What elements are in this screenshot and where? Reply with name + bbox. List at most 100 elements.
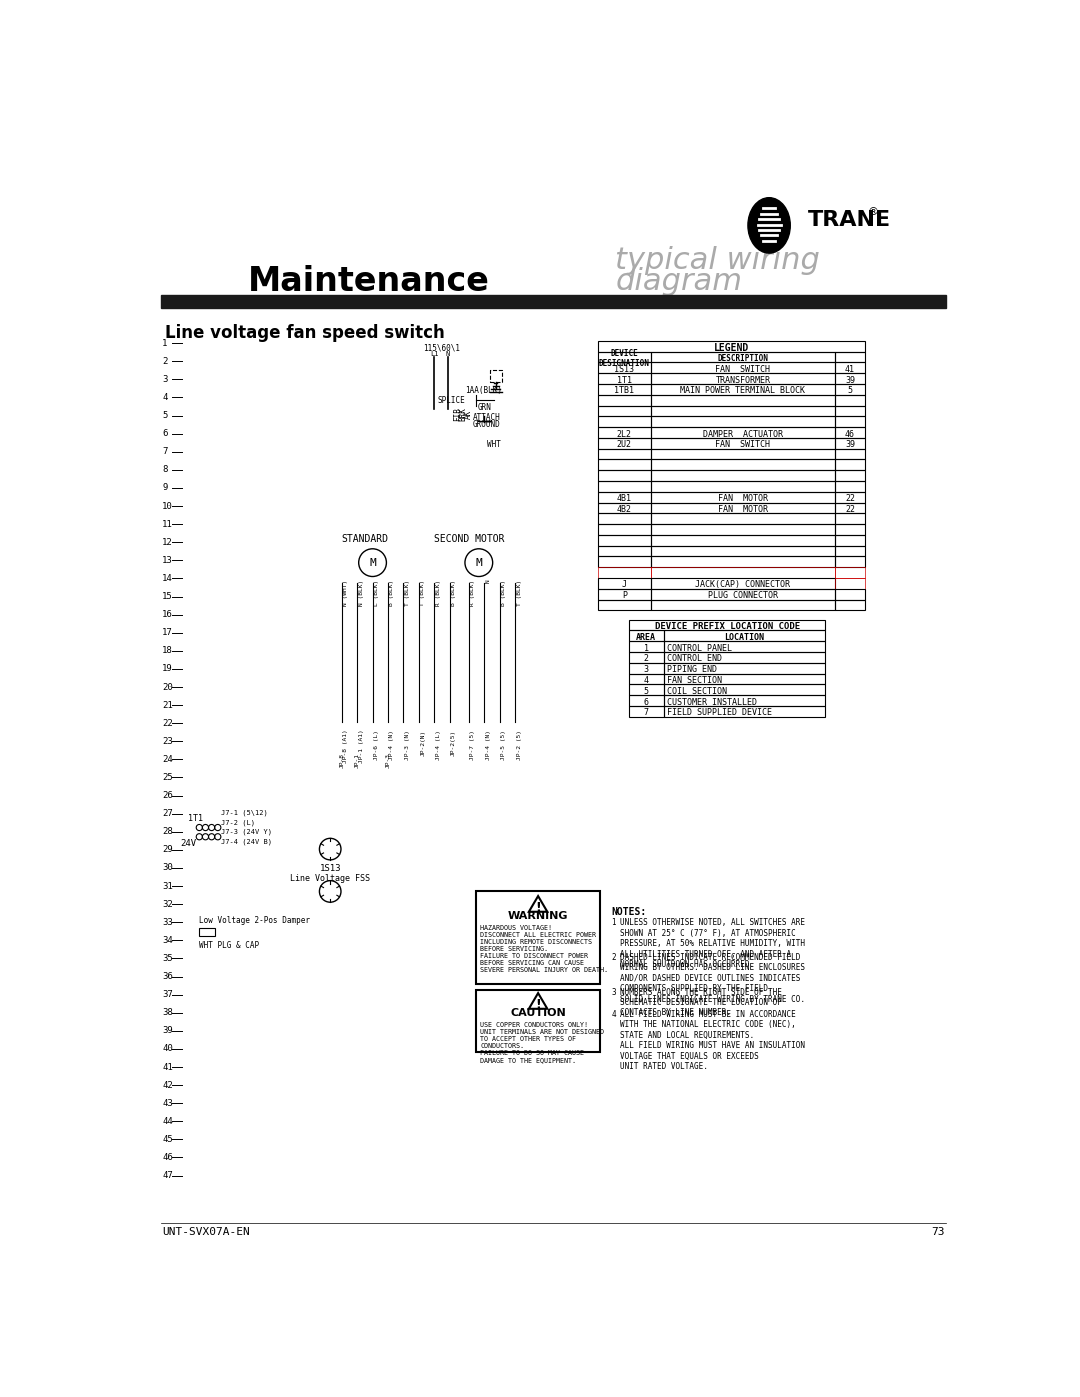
- Text: N: N: [446, 351, 450, 358]
- Text: 2L2: 2L2: [617, 429, 632, 439]
- Bar: [598, 599, 650, 610]
- Text: 28: 28: [162, 827, 173, 837]
- Text: 2U2: 2U2: [617, 440, 632, 450]
- Bar: [650, 599, 835, 610]
- Text: DEVICE PREFIX LOCATION CODE: DEVICE PREFIX LOCATION CODE: [654, 622, 799, 631]
- Text: FAN  MOTOR: FAN MOTOR: [718, 495, 768, 503]
- Text: 3: 3: [644, 665, 649, 675]
- Text: L1: L1: [430, 351, 438, 358]
- Bar: [200, 929, 215, 936]
- Text: COIL SECTION: COIL SECTION: [667, 687, 728, 696]
- Text: BRK: BRK: [459, 407, 468, 420]
- Text: 1: 1: [162, 338, 167, 348]
- Bar: [835, 352, 865, 362]
- Text: JP-2(N): JP-2(N): [420, 729, 426, 756]
- Bar: [650, 546, 835, 556]
- Text: N (BLK): N (BLK): [359, 580, 364, 606]
- Text: 18: 18: [162, 647, 173, 655]
- Bar: [650, 416, 835, 427]
- Text: 7: 7: [644, 708, 649, 717]
- Text: 1AA(BLK): 1AA(BLK): [465, 387, 502, 395]
- Text: T (BLK): T (BLK): [516, 580, 522, 606]
- Text: 20: 20: [162, 683, 173, 692]
- Text: 1S13: 1S13: [320, 863, 341, 873]
- Text: STANDARD: STANDARD: [341, 534, 389, 543]
- Text: Line voltage fan speed switch: Line voltage fan speed switch: [164, 324, 444, 342]
- Text: DEVICE
DESIGNATION: DEVICE DESIGNATION: [599, 349, 650, 369]
- Bar: [650, 578, 835, 588]
- Bar: [663, 630, 825, 641]
- Text: M: M: [369, 557, 376, 567]
- Text: J7-1 (5\12): J7-1 (5\12): [220, 810, 268, 816]
- Bar: [598, 524, 650, 535]
- Text: HAZARDOUS VOLTAGE!
DISCONNECT ALL ELECTRIC POWER
INCLUDING REMOTE DISCONNECTS
BE: HAZARDOUS VOLTAGE! DISCONNECT ALL ELECTR…: [481, 925, 608, 974]
- Bar: [598, 492, 650, 503]
- Text: 43: 43: [162, 1098, 173, 1108]
- Bar: [650, 524, 835, 535]
- Text: JACK(CAP) CONNECTOR: JACK(CAP) CONNECTOR: [696, 581, 791, 590]
- Bar: [650, 513, 835, 524]
- Text: CUSTOMER INSTALLED: CUSTOMER INSTALLED: [667, 697, 757, 707]
- Text: Low Voltage 2-Pos Damper: Low Voltage 2-Pos Damper: [200, 916, 310, 925]
- Bar: [598, 481, 650, 492]
- Text: UNLESS OTHERWISE NOTED, ALL SWITCHES ARE
SHOWN AT 25° C (77° F), AT ATMOSPHERIC
: UNLESS OTHERWISE NOTED, ALL SWITCHES ARE…: [621, 918, 806, 970]
- Text: 14: 14: [162, 574, 173, 583]
- Text: B (BLK): B (BLK): [451, 580, 456, 606]
- Bar: [835, 481, 865, 492]
- Bar: [598, 567, 650, 578]
- Text: PLUG CONNECTOR: PLUG CONNECTOR: [707, 591, 778, 601]
- Text: J7-3 (24V Y): J7-3 (24V Y): [220, 828, 272, 834]
- Text: FIELD SUPPLIED DEVICE: FIELD SUPPLIED DEVICE: [667, 708, 772, 717]
- Text: 1: 1: [644, 644, 649, 652]
- Text: 4B1: 4B1: [617, 495, 632, 503]
- Text: 1S13: 1S13: [615, 365, 634, 374]
- Text: GRN: GRN: [477, 404, 491, 412]
- Text: P: P: [622, 591, 626, 601]
- Bar: [663, 662, 825, 673]
- Bar: [835, 362, 865, 373]
- Bar: [598, 384, 650, 395]
- Text: 9: 9: [162, 483, 167, 493]
- Text: 1: 1: [611, 918, 616, 928]
- Text: 29: 29: [162, 845, 173, 855]
- Bar: [629, 662, 663, 673]
- Bar: [650, 352, 835, 362]
- Bar: [835, 448, 865, 460]
- Text: JP-8: JP-8: [339, 753, 345, 768]
- Text: 17: 17: [162, 629, 173, 637]
- Text: WHT PLG & CAP: WHT PLG & CAP: [200, 940, 259, 950]
- Text: JP-4 (L): JP-4 (L): [435, 729, 441, 760]
- Text: DASHED LINES INDICATE RECOMMENDED FIELD
WIRING BY OTHERS. DASHED LINE ENCLOSURES: DASHED LINES INDICATE RECOMMENDED FIELD …: [621, 953, 806, 1003]
- Bar: [598, 535, 650, 546]
- Text: 47: 47: [162, 1171, 173, 1180]
- Bar: [598, 362, 650, 373]
- Text: JP-3 (N): JP-3 (N): [405, 729, 410, 760]
- Text: 4: 4: [644, 676, 649, 685]
- Text: NUMBERS ALONG THE RIGHT SIDE OF THE
SCHEMATIC DESIGNATE THE LOCATION OF
CONTACTS: NUMBERS ALONG THE RIGHT SIDE OF THE SCHE…: [621, 988, 782, 1017]
- Bar: [476, 891, 599, 983]
- Text: N (WHT): N (WHT): [343, 580, 348, 606]
- Text: 23: 23: [162, 736, 173, 746]
- Text: 35: 35: [162, 954, 173, 963]
- Bar: [650, 503, 835, 513]
- Bar: [650, 460, 835, 471]
- Text: 21: 21: [162, 701, 173, 710]
- Bar: [629, 652, 663, 662]
- Text: FAN  SWITCH: FAN SWITCH: [715, 365, 770, 374]
- Bar: [650, 362, 835, 373]
- Text: JP-7 (5): JP-7 (5): [471, 729, 475, 760]
- Text: 16: 16: [162, 610, 173, 619]
- Text: 15: 15: [162, 592, 173, 601]
- Bar: [598, 460, 650, 471]
- Bar: [835, 437, 865, 448]
- Bar: [476, 990, 599, 1052]
- Text: 42: 42: [162, 1081, 173, 1090]
- Text: WARNING: WARNING: [508, 911, 568, 921]
- Text: 12: 12: [162, 538, 173, 546]
- Text: 2: 2: [644, 654, 649, 664]
- Text: 30: 30: [162, 863, 173, 873]
- Text: TRANE: TRANE: [808, 210, 891, 231]
- Text: JP-4 (N): JP-4 (N): [486, 729, 490, 760]
- Bar: [629, 673, 663, 685]
- Bar: [650, 405, 835, 416]
